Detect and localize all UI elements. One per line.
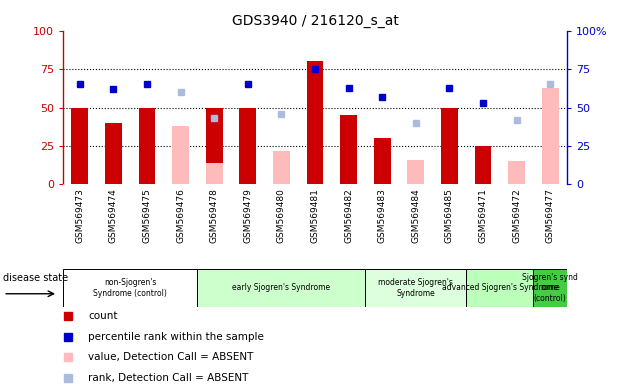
Bar	[340, 115, 357, 184]
Text: GSM569484: GSM569484	[411, 189, 420, 243]
Bar	[273, 151, 290, 184]
Text: GSM569472: GSM569472	[512, 189, 521, 243]
Text: non-Sjogren's
Syndrome (control): non-Sjogren's Syndrome (control)	[93, 278, 167, 298]
Text: Sjogren's synd
rome
(control): Sjogren's synd rome (control)	[522, 273, 578, 303]
Bar	[534, 269, 567, 307]
Bar	[105, 123, 122, 184]
Text: GSM569476: GSM569476	[176, 189, 185, 243]
Text: GSM569485: GSM569485	[445, 189, 454, 243]
Text: GSM569483: GSM569483	[378, 189, 387, 243]
Bar	[71, 108, 88, 184]
Text: count: count	[88, 311, 118, 321]
Title: GDS3940 / 216120_s_at: GDS3940 / 216120_s_at	[232, 14, 398, 28]
Text: GSM569482: GSM569482	[344, 189, 353, 243]
Bar	[172, 126, 189, 184]
Bar	[542, 88, 559, 184]
Text: GSM569474: GSM569474	[109, 189, 118, 243]
Text: percentile rank within the sample: percentile rank within the sample	[88, 332, 264, 342]
Bar	[466, 269, 534, 307]
Bar	[206, 163, 222, 184]
Bar	[441, 108, 458, 184]
Bar	[63, 269, 197, 307]
Bar	[139, 108, 156, 184]
Bar	[239, 108, 256, 184]
Text: GSM569475: GSM569475	[142, 189, 151, 243]
Bar	[508, 161, 525, 184]
Text: GSM569473: GSM569473	[76, 189, 84, 243]
Text: GSM569477: GSM569477	[546, 189, 554, 243]
Text: GSM569478: GSM569478	[210, 189, 219, 243]
Text: value, Detection Call = ABSENT: value, Detection Call = ABSENT	[88, 353, 253, 362]
Bar	[307, 61, 323, 184]
Bar	[365, 269, 466, 307]
Bar	[474, 146, 491, 184]
Bar	[408, 160, 424, 184]
Bar	[374, 138, 391, 184]
Text: GSM569481: GSM569481	[311, 189, 319, 243]
Text: GSM569480: GSM569480	[277, 189, 286, 243]
Text: early Sjogren's Syndrome: early Sjogren's Syndrome	[232, 283, 331, 293]
Text: moderate Sjogren's
Syndrome: moderate Sjogren's Syndrome	[379, 278, 453, 298]
Bar	[197, 269, 365, 307]
Text: GSM569479: GSM569479	[243, 189, 252, 243]
Text: GSM569471: GSM569471	[479, 189, 488, 243]
Bar	[206, 108, 222, 184]
Text: advanced Sjogren's Syndrome: advanced Sjogren's Syndrome	[442, 283, 558, 293]
Text: rank, Detection Call = ABSENT: rank, Detection Call = ABSENT	[88, 373, 249, 383]
Text: disease state: disease state	[3, 273, 68, 283]
